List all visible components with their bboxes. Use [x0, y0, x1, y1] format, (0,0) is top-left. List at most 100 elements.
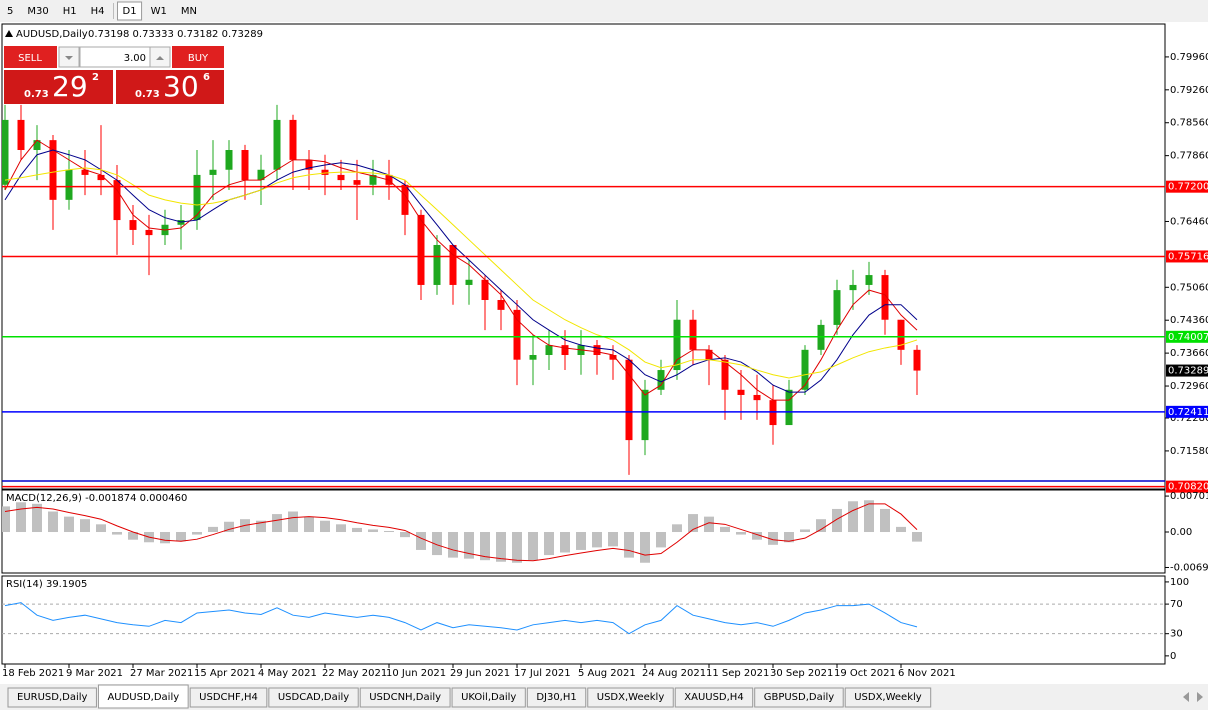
macd-bar	[416, 532, 426, 550]
macd-bar	[528, 532, 538, 561]
tab[interactable]	[97, 684, 189, 709]
candle-body	[417, 214, 425, 285]
x-tick-label: 5 Aug 2021	[578, 668, 636, 679]
level-price-label: 0.75716	[1168, 251, 1208, 262]
timeframe-label: MN	[181, 6, 197, 17]
macd-bar	[832, 508, 842, 533]
level-price-tag	[1166, 480, 1208, 493]
current-price-tag	[1166, 364, 1208, 377]
candle-body	[881, 275, 889, 320]
macd-bar	[32, 503, 42, 533]
tab-label: USDX,Weekly	[854, 692, 922, 703]
macd-bar	[624, 532, 634, 558]
tab[interactable]	[754, 687, 844, 708]
candle-body	[529, 355, 537, 360]
indicator-title: MACD(12,26,9) -0.001874 0.000460	[6, 493, 187, 504]
tab[interactable]	[359, 687, 451, 708]
sell-pips: 29	[52, 70, 88, 103]
y-tick-label: 0	[1170, 651, 1176, 662]
y-tick-label: 0.72280	[1170, 413, 1208, 424]
x-tick-label: 4 May 2021	[258, 668, 317, 679]
tab[interactable]	[674, 687, 754, 708]
y-tick-label: 0.77860	[1170, 151, 1208, 162]
macd-bar	[128, 532, 138, 540]
macd-bar	[912, 532, 922, 542]
candle-body	[673, 319, 681, 371]
candle-body	[497, 299, 505, 310]
collapse-arrow	[5, 30, 13, 37]
candle-body	[97, 174, 105, 181]
y-tick-label: 30	[1170, 629, 1183, 640]
tab[interactable]	[526, 687, 587, 708]
candle-body	[657, 370, 665, 390]
macd-bar	[256, 520, 266, 533]
sell-button[interactable]	[4, 46, 57, 68]
macd-bar	[320, 520, 330, 533]
timeframe-label: 5	[7, 6, 13, 17]
panel-frame	[1, 489, 1166, 574]
candle-body	[273, 119, 281, 170]
macd-bar	[224, 521, 234, 533]
candle-body	[609, 355, 617, 360]
macd-bar	[48, 511, 58, 533]
y-tick-label: 0.75060	[1170, 282, 1208, 293]
buy-button[interactable]	[172, 46, 224, 68]
candle-body	[145, 229, 153, 236]
macd-bar	[432, 532, 442, 556]
candle-body	[465, 279, 473, 285]
macd-bar	[448, 532, 458, 558]
candle-body	[513, 309, 521, 360]
macd-bar	[880, 508, 890, 533]
sell-fraction: 2	[92, 72, 99, 83]
candle-body	[305, 159, 313, 170]
tab[interactable]	[451, 687, 526, 708]
macd-bar	[496, 532, 506, 562]
tab[interactable]	[268, 687, 359, 708]
macd-bar	[368, 529, 378, 533]
y-tick-label: 0.76460	[1170, 216, 1208, 227]
level-price-tag	[1166, 250, 1208, 263]
candle-body	[545, 345, 553, 356]
candle-body	[561, 345, 569, 356]
candle-body	[641, 389, 649, 441]
timeframe-label: M30	[27, 6, 48, 17]
tab[interactable]	[7, 687, 97, 708]
candle-body	[753, 394, 761, 401]
tab[interactable]	[189, 687, 268, 708]
timeframe-button[interactable]	[117, 1, 143, 21]
macd-bar	[352, 527, 362, 533]
level-price-label: 0.74007	[1168, 332, 1208, 343]
tab[interactable]	[587, 687, 674, 708]
y-tick-label: 0.78560	[1170, 118, 1208, 129]
tab-label: USDX,Weekly	[597, 692, 665, 703]
macd-bar	[704, 516, 714, 533]
panel-frame	[1, 575, 1166, 665]
buy-big-figure: 0.73	[135, 89, 160, 100]
macd-bar	[480, 532, 490, 561]
x-tick-label: 9 Mar 2021	[66, 668, 123, 679]
tab-scroll-arrows[interactable]	[1183, 692, 1203, 702]
macd-bar	[736, 532, 746, 535]
tab[interactable]	[844, 687, 932, 708]
macd-bar	[464, 532, 474, 559]
tab-label: GBPUSD,Daily	[764, 692, 835, 703]
moving-average	[4, 149, 918, 393]
candle-body	[2, 119, 9, 185]
x-tick-label: 10 Jun 2021	[386, 668, 446, 679]
sell-price-box[interactable]	[4, 70, 113, 104]
plot-area	[2, 602, 1165, 635]
level-price-label: 0.77200	[1168, 182, 1208, 193]
macd-bar	[304, 516, 314, 533]
buy-label: BUY	[188, 53, 209, 64]
macd-bar	[656, 532, 666, 548]
tab-label: USDCNH,Daily	[369, 692, 441, 703]
candle-body	[81, 169, 89, 175]
macd-bar	[512, 532, 522, 563]
candle-body	[289, 119, 297, 160]
buy-price-box[interactable]	[116, 70, 224, 104]
tab-label: AUDUSD,Daily	[107, 692, 179, 703]
y-tick-label: 0.71580	[1170, 446, 1208, 457]
level-price-tag	[1166, 405, 1208, 418]
macd-bar	[688, 514, 698, 533]
